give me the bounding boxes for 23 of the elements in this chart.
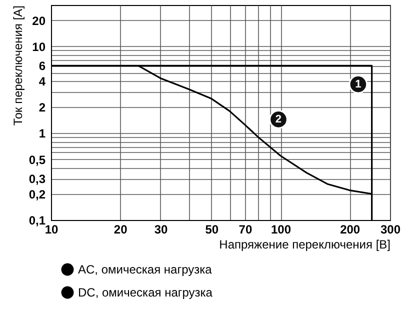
x-tick-label: 200 (340, 222, 360, 236)
y-tick-label: 1 (38, 126, 46, 141)
annotation: 2 (275, 113, 282, 126)
y-tick-label: 0,3 (28, 172, 46, 186)
x-tick-label: 70 (238, 222, 252, 236)
x-tick-label: 300 (380, 222, 401, 236)
x-tick-label: 20 (114, 222, 128, 236)
x-tick-label: 30 (154, 222, 168, 236)
y-tick-label: 10 (32, 40, 46, 54)
annotation: 1 (355, 78, 362, 90)
y-tick-label: 0,5 (28, 152, 46, 167)
legend-label: DC, омическая нагрузка (78, 286, 213, 300)
y-tick-label: 0,2 (28, 187, 46, 202)
y-tick-label: 4 (38, 74, 46, 88)
y-axis-title: Ток переключения [A] (10, 6, 25, 126)
y-tick-label: 0,1 (28, 214, 46, 228)
y-tick-label: 20 (32, 14, 46, 28)
x-tick-label: 50 (205, 222, 219, 236)
legend-label: AC, омическая нагрузка (78, 262, 212, 276)
x-tick-label: 100 (270, 222, 292, 236)
x-axis-title: Напряжение переключения [В] (219, 238, 390, 252)
y-tick-label: 6 (38, 59, 46, 74)
y-tick-label: 2 (38, 100, 46, 115)
